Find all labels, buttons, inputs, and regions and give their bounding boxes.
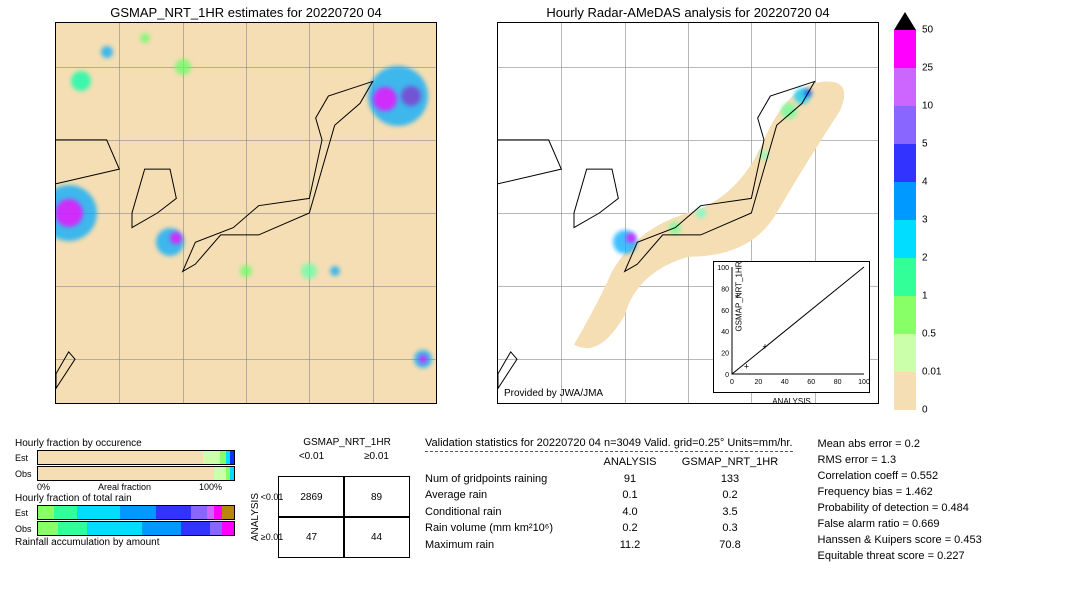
right-map: 25°N30°N35°N40°N45°N125°E130°E135°E140°E…: [497, 22, 879, 404]
totalrain-title: Hourly fraction of total rain: [15, 493, 235, 504]
svg-text:+: +: [762, 341, 767, 351]
svg-text:100: 100: [858, 379, 869, 386]
left-map-panel: GSMAP_NRT_1HR estimates for 20220720 04 …: [55, 5, 437, 425]
left-map-title: GSMAP_NRT_1HR estimates for 20220720 04: [55, 5, 437, 20]
totalrain-bars: EstObs: [15, 505, 235, 536]
areal-pct-row: 0% Areal fraction 100%: [15, 482, 222, 492]
left-map: 25°N30°N35°N40°N45°N125°E130°E135°E140°E…: [55, 22, 437, 404]
stats-col-headers: ANALYSIS GSMAP_NRT_1HR: [425, 454, 793, 471]
svg-text:0: 0: [725, 372, 729, 379]
stats-table: Validation statistics for 20220720 04 n=…: [425, 437, 793, 565]
svg-text:+: +: [744, 362, 749, 372]
contingency-col-title: GSMAP_NRT_1HR: [245, 437, 415, 448]
svg-text:100: 100: [717, 265, 729, 272]
contingency-grid: <0.01≥0.01ANALYSIS<0.01286989≥0.014744: [245, 449, 415, 557]
accum-title: Rainfall accumulation by amount: [15, 537, 235, 548]
attribution: Provided by JWA/JMA: [504, 388, 603, 399]
svg-text:0: 0: [730, 379, 734, 386]
svg-text:20: 20: [755, 379, 763, 386]
right-map-title: Hourly Radar-AMeDAS analysis for 2022072…: [497, 5, 879, 20]
stats-divider: [425, 451, 793, 452]
svg-text:80: 80: [834, 379, 842, 386]
top-row: GSMAP_NRT_1HR estimates for 20220720 04 …: [5, 5, 1075, 425]
stats-header: Validation statistics for 20220720 04 n=…: [425, 437, 793, 449]
contingency-table: GSMAP_NRT_1HR <0.01≥0.01ANALYSIS<0.01286…: [245, 437, 415, 565]
right-map-panel: Hourly Radar-AMeDAS analysis for 2022072…: [497, 5, 879, 425]
svg-text:60: 60: [721, 308, 729, 315]
stats-metrics: Mean abs error = 0.2RMS error = 1.3Corre…: [818, 437, 982, 565]
bottom-row: Hourly fraction by occurence EstObs 0% A…: [5, 437, 1075, 565]
svg-text:40: 40: [721, 329, 729, 336]
validation-stats: Validation statistics for 20220720 04 n=…: [425, 437, 1075, 565]
fraction-charts: Hourly fraction by occurence EstObs 0% A…: [15, 437, 235, 565]
occurrence-bars: EstObs: [15, 450, 235, 481]
svg-text:20: 20: [721, 351, 729, 358]
colorbar: 502510543210.50.010: [894, 30, 916, 410]
colorbar-over-triangle: [894, 12, 916, 30]
svg-text:40: 40: [781, 379, 789, 386]
svg-text:80: 80: [721, 286, 729, 293]
svg-text:60: 60: [807, 379, 815, 386]
scatter-inset: 002020404060608080100100+++GSMAP_NRT_1HR…: [713, 261, 870, 393]
occurrence-title: Hourly fraction by occurence: [15, 438, 235, 449]
